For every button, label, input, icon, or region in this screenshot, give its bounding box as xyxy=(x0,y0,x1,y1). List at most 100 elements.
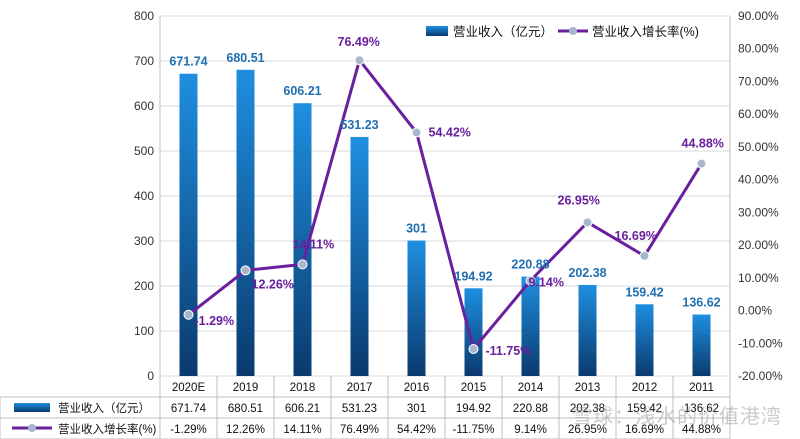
category-label: 2012 xyxy=(632,382,658,394)
line-marker xyxy=(297,259,308,270)
data-labels: 671.74 680.51 606.21 531.23 301 194.92 220.88 2… xyxy=(169,35,724,358)
line-marker xyxy=(525,275,536,286)
right-tick-label: 0.00% xyxy=(738,304,772,318)
bar xyxy=(692,314,711,376)
line-marker xyxy=(240,265,251,276)
left-axis-ticks: 0 100 200 300 400 500 600 700 800 xyxy=(134,9,154,383)
table-cell-growth: 54.42% xyxy=(397,424,436,436)
left-tick-label: 200 xyxy=(134,279,154,293)
category-label: 2015 xyxy=(461,382,487,394)
growth-value-label: 16.69% xyxy=(615,229,657,243)
right-tick-label: 90.00% xyxy=(738,9,779,23)
right-tick-label: -20.00% xyxy=(738,369,783,383)
line-series xyxy=(183,55,707,354)
table-cell-revenue: 301 xyxy=(407,403,426,415)
growth-value-label: -1.29% xyxy=(195,314,235,328)
table-cell-revenue: 136.62 xyxy=(684,403,719,415)
right-tick-label: 30.00% xyxy=(738,205,779,219)
category-label: 2020E xyxy=(172,382,206,394)
bar-value-label: 671.74 xyxy=(169,55,207,69)
line-marker xyxy=(468,344,479,354)
table-cell-revenue: 680.51 xyxy=(228,403,263,415)
left-tick-label: 800 xyxy=(134,9,154,23)
bar xyxy=(293,103,312,376)
bar-value-label: 220.88 xyxy=(511,258,549,272)
growth-value-label: 44.88% xyxy=(682,137,724,151)
right-tick-label: 50.00% xyxy=(738,140,779,154)
bar-series xyxy=(179,69,711,376)
growth-value-label: 26.95% xyxy=(558,193,600,207)
table-key-marker xyxy=(28,424,36,432)
table-cell-revenue: 531.23 xyxy=(342,403,377,415)
growth-value-label: 14.11% xyxy=(293,237,335,251)
left-tick-label: 600 xyxy=(134,99,154,113)
bar-value-label: 136.62 xyxy=(682,296,720,310)
right-tick-label: 10.00% xyxy=(738,271,779,285)
bar xyxy=(635,304,654,376)
table-cell-revenue: 159.42 xyxy=(627,403,662,415)
legend-key-bar xyxy=(426,26,448,36)
table-cell-growth: 44.88% xyxy=(682,424,721,436)
bar xyxy=(464,288,483,376)
bar-value-label: 606.21 xyxy=(283,84,321,98)
right-tick-label: -10.00% xyxy=(738,336,783,350)
bar xyxy=(350,136,369,376)
table-row-header-revenue: 营业收入（亿元） xyxy=(58,401,150,415)
line-marker xyxy=(582,217,593,228)
category-label: 2019 xyxy=(233,382,259,394)
left-tick-label: 300 xyxy=(134,234,154,248)
growth-value-label: -11.75% xyxy=(486,344,532,358)
data-table: 2020E 671.74 -1.29% 2019 680.51 12.26% 2018 606… xyxy=(0,382,730,439)
table-cell-growth: -11.75% xyxy=(453,424,495,436)
left-tick-label: 700 xyxy=(134,54,154,68)
table-cell-revenue: 671.74 xyxy=(171,403,207,415)
growth-value-label: 76.49% xyxy=(338,35,380,49)
line-marker xyxy=(639,250,650,261)
category-label: 2013 xyxy=(575,382,601,394)
right-tick-label: 20.00% xyxy=(738,238,779,252)
growth-value-label: 9.14% xyxy=(529,276,564,290)
table-cell-growth: 9.14% xyxy=(514,424,547,436)
category-label: 2014 xyxy=(518,382,544,394)
table-cell-revenue: 202.38 xyxy=(570,403,605,415)
category-label: 2011 xyxy=(689,382,714,394)
right-tick-label: 80.00% xyxy=(738,42,779,56)
legend-key-marker xyxy=(569,27,577,35)
line-marker xyxy=(354,55,365,66)
table-row-header-growth: 营业收入增长率(%) xyxy=(58,422,157,436)
bar xyxy=(179,73,198,376)
legend-label-revenue: 营业收入（亿元） xyxy=(453,24,553,39)
right-axis-ticks: -20.00% -10.00% 0.00% 10.00% 20.00% 30.00% 40.… xyxy=(738,9,783,383)
right-tick-label: 70.00% xyxy=(738,74,779,88)
line-marker xyxy=(183,309,194,320)
bar-value-label: 301 xyxy=(406,222,427,236)
bar xyxy=(578,284,597,376)
right-tick-label: 40.00% xyxy=(738,173,779,187)
bar-value-label: 194.92 xyxy=(454,269,492,283)
table-cell-growth: 76.49% xyxy=(340,424,379,436)
table-cell-growth: 14.11% xyxy=(283,424,321,436)
table-cell-growth: -1.29% xyxy=(170,424,206,436)
left-tick-label: 100 xyxy=(134,324,154,338)
bar xyxy=(236,69,255,376)
legend: 营业收入（亿元） 营业收入增长率(%) xyxy=(426,24,699,39)
line-marker xyxy=(411,127,422,138)
table-cell-growth: 16.69% xyxy=(625,424,664,436)
growth-value-label: 54.42% xyxy=(429,125,471,139)
category-label: 2016 xyxy=(404,382,430,394)
table-cell-growth: 12.26% xyxy=(226,424,265,436)
bar-value-label: 531.23 xyxy=(340,118,378,132)
growth-value-label: 12.26% xyxy=(252,277,294,291)
bar-value-label: 159.42 xyxy=(625,285,663,299)
table-cell-revenue: 220.88 xyxy=(513,403,548,415)
legend-label-growth: 营业收入增长率(%) xyxy=(592,24,699,39)
left-tick-label: 500 xyxy=(134,144,154,158)
line-marker xyxy=(696,158,707,169)
gridlines xyxy=(159,15,731,439)
table-cell-revenue: 194.92 xyxy=(456,403,491,415)
category-label: 2017 xyxy=(347,382,373,394)
right-tick-label: 60.00% xyxy=(738,107,779,121)
bar xyxy=(521,276,540,376)
growth-line xyxy=(187,58,703,351)
